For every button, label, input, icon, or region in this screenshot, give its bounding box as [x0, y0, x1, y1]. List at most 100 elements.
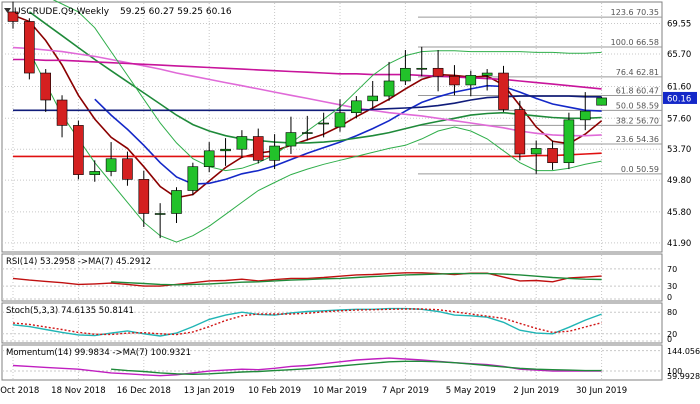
candle-body — [138, 179, 150, 214]
candle-body — [203, 150, 215, 167]
panel-tick-label: 0 — [667, 335, 672, 344]
fib-level-label: 50.0 58.59 — [616, 101, 659, 110]
candle — [465, 70, 477, 97]
indicator-line — [12, 272, 602, 287]
indicator-line — [111, 360, 602, 376]
candle — [498, 65, 509, 112]
last-price-value: 60.16 — [667, 94, 691, 104]
candle-body — [24, 21, 35, 74]
time-tick-label: 18 Nov 2018 — [51, 386, 105, 396]
candle — [596, 97, 607, 106]
candle — [203, 142, 215, 173]
candle — [269, 134, 280, 170]
moving-average-line — [94, 84, 602, 185]
candle — [301, 115, 313, 141]
price-tick-label: 69.55 — [667, 19, 691, 29]
time-tick-label: 21 Oct 2018 — [0, 386, 39, 396]
candle-body — [530, 148, 542, 155]
candle-body — [547, 148, 558, 164]
candle-body — [318, 122, 329, 125]
candle — [105, 142, 117, 177]
indicator-line — [12, 357, 602, 377]
stoch-panel: 80 200 Stoch(5,3,3) 74.6135 50.8141 — [2, 306, 677, 344]
candle-body — [269, 145, 280, 161]
candle-body — [416, 67, 428, 70]
rsi-panel: 70 30 0 RSI(14) 53.2958 ->MA(7) 45.2912 — [2, 257, 677, 302]
moving-average-line — [12, 46, 602, 137]
candle-body — [449, 75, 460, 86]
moving-average-line — [28, 11, 602, 144]
indicator-line — [111, 272, 602, 286]
fib-level-label: 123.6 70.35 — [611, 8, 659, 17]
price-tick-label: 61.60 — [667, 83, 691, 93]
panel-tick-label: 70 — [667, 265, 677, 274]
price-tick-label: 45.80 — [667, 208, 691, 218]
candle — [449, 65, 460, 96]
time-tick-label: 16 Dec 2018 — [117, 386, 171, 396]
panel-tick-label: 80 — [667, 308, 677, 317]
candle — [383, 61, 395, 101]
candle-body — [56, 99, 68, 126]
price-tick-label: 53.70 — [667, 145, 691, 155]
candle — [530, 140, 542, 174]
candle-body — [498, 72, 509, 110]
candle-body — [351, 100, 362, 114]
candle — [89, 160, 101, 182]
momentum-panel-frame — [1, 344, 663, 381]
price-tick-label: 41.90 — [667, 239, 691, 249]
rsi-panel-frame — [1, 253, 663, 302]
candle — [40, 69, 52, 112]
candle-body — [301, 132, 313, 134]
fib-level-label: 76.4 62.81 — [616, 68, 659, 77]
panel-tick-label: 59.9928 — [667, 372, 700, 381]
price-tick-label: 57.60 — [667, 114, 691, 124]
candle-body — [400, 67, 411, 82]
time-tick-label: 5 May 2019 — [446, 386, 496, 396]
candle-body — [465, 75, 477, 86]
panel-tick-label: 0 — [667, 293, 672, 302]
price-tick-label: 49.80 — [667, 176, 691, 186]
fib-level-label: 61.8 60.47 — [616, 86, 659, 95]
candle — [187, 162, 199, 196]
time-tick-label: 10 Mar 2019 — [313, 386, 367, 396]
candle-body — [334, 112, 346, 128]
candle — [514, 100, 526, 161]
time-tick-label: 13 Jan 2019 — [184, 386, 235, 396]
candle — [56, 95, 68, 138]
candle-body — [367, 95, 379, 102]
candle-body — [73, 125, 84, 175]
stoch-panel-frame — [1, 302, 663, 344]
candle-body — [596, 97, 607, 106]
candle-body — [40, 72, 52, 101]
candle-body — [187, 166, 199, 191]
indicator-label: Momentum(14) 99.9834 ->MA(7) 100.9321 — [6, 348, 191, 358]
candle-body — [7, 11, 19, 22]
time-axis: 21 Oct 2018 18 Nov 2018 16 Dec 2018 13 Jan … — [0, 386, 627, 396]
main-grid — [2, 3, 662, 380]
candle — [73, 120, 84, 180]
candle-body — [105, 158, 117, 172]
indicator-label: Stoch(5,3,3) 74.6135 50.8141 — [6, 306, 134, 316]
chart-dropdown-icon[interactable] — [4, 8, 11, 13]
price-axis: 69.55 65.70 61.60 57.60 53.70 49.80 45.80 41.90 — [667, 19, 691, 248]
candle-body — [514, 109, 526, 155]
candle-body — [220, 148, 231, 152]
panel-tick-label: 100 — [667, 367, 682, 376]
candle — [171, 187, 182, 224]
candle-body — [252, 136, 264, 161]
fib-level-label: 23.6 54.36 — [616, 135, 659, 144]
candle — [547, 140, 558, 170]
candle — [252, 128, 264, 164]
header: USCRUDE.Q9,Weekly 59.25 60.27 59.25 60.1… — [4, 7, 232, 17]
candle-body — [563, 119, 575, 164]
panel-tick-label: 30 — [667, 282, 677, 291]
candle-body — [579, 110, 591, 121]
panel-tick-label: 144.056 — [667, 347, 700, 356]
indicator-line — [12, 307, 602, 337]
fib-level-label: 0.0 50.59 — [621, 165, 659, 174]
candle-body — [89, 171, 101, 175]
candlesticks — [7, 1, 607, 239]
